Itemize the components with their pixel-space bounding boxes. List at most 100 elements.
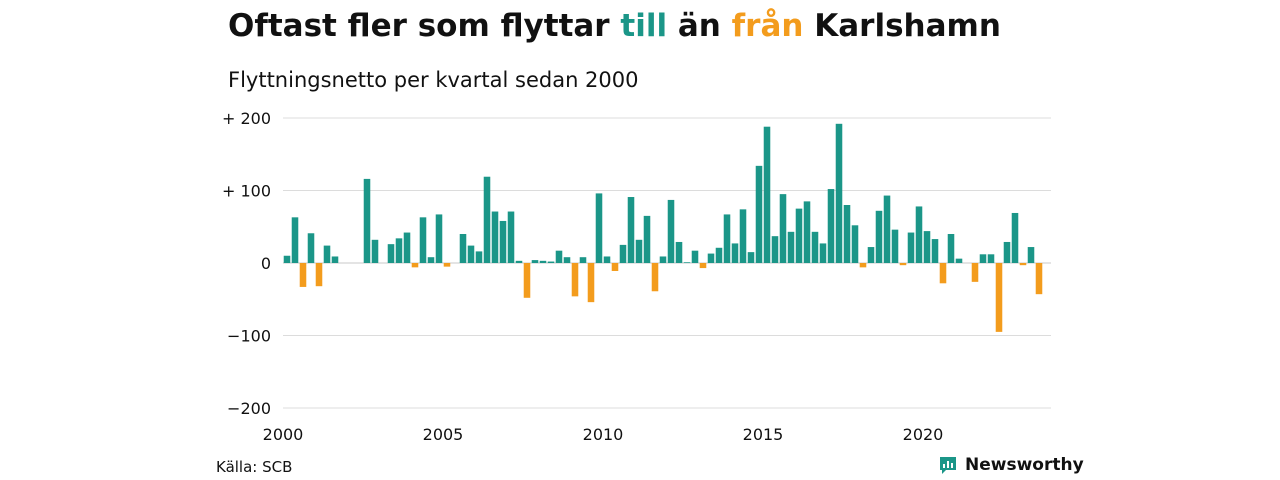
bar [515,260,523,263]
bar [291,217,299,263]
y-tick-label: −200 [227,399,271,418]
bar [323,245,331,263]
title-part-1: Oftast fler som flyttar [228,8,621,44]
bar [643,215,651,264]
bar [1011,212,1019,263]
bar [867,247,875,263]
y-tick-label: + 100 [222,182,271,201]
bar [955,258,963,263]
x-tick-label: 2015 [743,425,784,444]
bar [651,263,659,292]
bar [563,257,571,263]
bar [427,257,435,263]
brand-name: Newsworthy [965,455,1084,475]
bar [771,236,779,263]
x-tick-label: 2000 [263,425,304,444]
bar [755,165,763,263]
chart-subtitle: Flyttningsnetto per kvartal sedan 2000 [228,68,639,92]
source-note: Källa: SCB [216,458,293,476]
bar [763,126,771,263]
bar [547,261,555,263]
bar [387,244,395,263]
bar [555,250,563,263]
bar [611,263,619,271]
bar [539,260,547,263]
bar [331,256,339,263]
bar [819,243,827,263]
bar [1003,241,1011,263]
bar [635,239,643,263]
bar [747,252,755,264]
bar [811,231,819,263]
bar [915,206,923,263]
bar [459,234,467,263]
bar [979,254,987,263]
bar [491,211,499,263]
bar [483,176,491,263]
bar [883,195,891,263]
bar [603,256,611,263]
bar [779,194,787,264]
bar [475,251,483,263]
bar [435,214,443,263]
bar [299,263,307,287]
bar [283,255,291,263]
bar [995,263,1003,332]
bar [659,256,667,263]
bar [683,262,691,263]
bar [843,205,851,263]
bar [707,253,715,263]
title-part-5: Karlshamn [803,8,1001,44]
bar [507,211,515,263]
bar [579,257,587,263]
x-tick-label: 2005 [423,425,464,444]
bar [971,263,979,282]
bar [395,238,403,263]
bar [731,243,739,263]
title-highlight-fran: från [731,8,804,44]
bar [923,231,931,263]
bar [859,263,867,268]
bar [947,234,955,263]
bar [931,239,939,263]
chart-bubble-icon [940,457,956,474]
bar [1019,263,1027,266]
bar [403,232,411,263]
bar [443,263,451,267]
bar [307,233,315,263]
bar [715,247,723,263]
bar [1035,263,1043,295]
brand-logo[interactable]: Newsworthy [938,455,1084,475]
bar [571,263,579,297]
bar [723,214,731,263]
bar [363,178,371,263]
bar [419,217,427,263]
bar [411,263,419,268]
chart-title: Oftast fler som flyttar till än från Kar… [228,8,1001,44]
bar [675,241,683,263]
title-highlight-till: till [620,8,668,44]
bar [739,209,747,263]
bar [667,199,675,263]
bar [499,220,507,263]
bar [531,260,539,263]
bar [523,263,531,298]
y-tick-label: 0 [261,254,271,273]
bar [699,263,707,269]
title-part-3: än [667,8,732,44]
x-tick-label: 2010 [583,425,624,444]
y-tick-label: + 200 [222,109,271,128]
bar [619,244,627,264]
bar [899,263,907,266]
bar [315,263,323,287]
bar [371,239,379,263]
bar [1027,247,1035,263]
bar [835,123,843,263]
bar [467,245,475,263]
bar [907,232,915,263]
bar [851,225,859,263]
y-tick-label: −100 [227,327,271,346]
x-tick-label: 2020 [903,425,944,444]
bar [627,197,635,263]
